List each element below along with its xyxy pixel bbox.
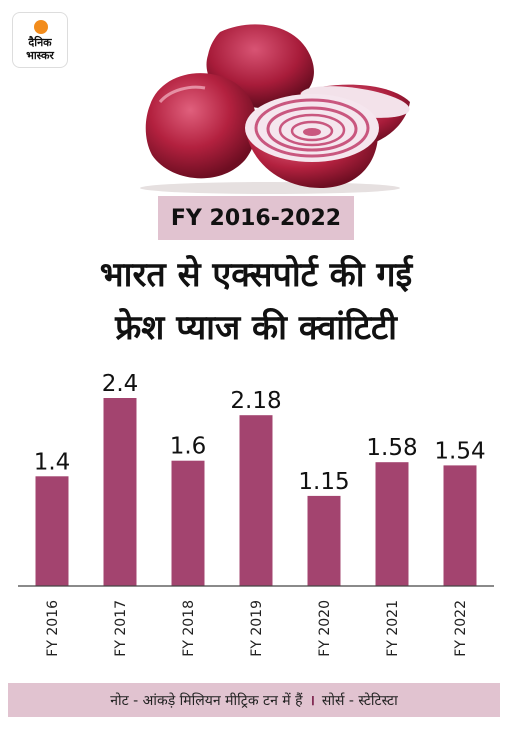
logo-text-line2: भास्कर xyxy=(26,49,54,62)
bar-fy-2022 xyxy=(443,465,477,586)
logo-text-line1: दैनिक xyxy=(28,36,52,49)
x-tick-label: FY 2018 xyxy=(181,600,197,657)
footer-separator: । xyxy=(309,692,315,709)
x-tick-label: FY 2017 xyxy=(113,600,129,657)
bar-value-label: 1.4 xyxy=(34,449,71,475)
x-tick-label: FY 2016 xyxy=(45,600,61,657)
dainik-bhaskar-logo: दैनिक भास्कर xyxy=(12,12,68,68)
date-range-badge: FY 2016-2022 xyxy=(158,196,354,240)
footer-note: नोट - आंकड़े मिलियन मीट्रिक टन में हैं ।… xyxy=(8,683,500,717)
bar-fy-2020 xyxy=(307,495,341,586)
bar-value-label: 1.54 xyxy=(434,438,485,464)
onion-image xyxy=(140,24,410,194)
x-tick-label: FY 2021 xyxy=(385,600,401,657)
bar-value-label: 2.4 xyxy=(102,371,139,397)
bar-value-label: 1.58 xyxy=(366,435,417,461)
bar-fy-2016 xyxy=(35,476,69,586)
bar-fy-2018 xyxy=(171,460,205,586)
sun-icon xyxy=(34,20,48,34)
bar-fy-2017 xyxy=(103,398,137,586)
footer-note-text: नोट - आंकड़े मिलियन मीट्रिक टन में हैं xyxy=(110,692,303,709)
footer-source-text: सोर्स - स्टेटिस्टा xyxy=(321,692,398,709)
x-tick-label: FY 2020 xyxy=(317,600,333,657)
x-tick-label: FY 2022 xyxy=(453,600,469,657)
chart-title-line1: भारत से एक्सपोर्ट की गई xyxy=(99,255,413,295)
bar-value-label: 1.6 xyxy=(170,434,207,460)
bar-value-label: 1.15 xyxy=(298,469,349,495)
bar-fy-2019 xyxy=(239,415,273,586)
bar-chart: 1.4 FY 2016 2.4 FY 2017 1.6 FY 2018 2.18 FY 201… xyxy=(18,371,494,657)
x-tick-label: FY 2019 xyxy=(249,600,265,657)
chart-title-line2: फ्रेश प्याज की क्वांटिटी xyxy=(115,308,397,348)
bar-value-label: 2.18 xyxy=(230,388,281,414)
bar-fy-2021 xyxy=(375,462,409,586)
